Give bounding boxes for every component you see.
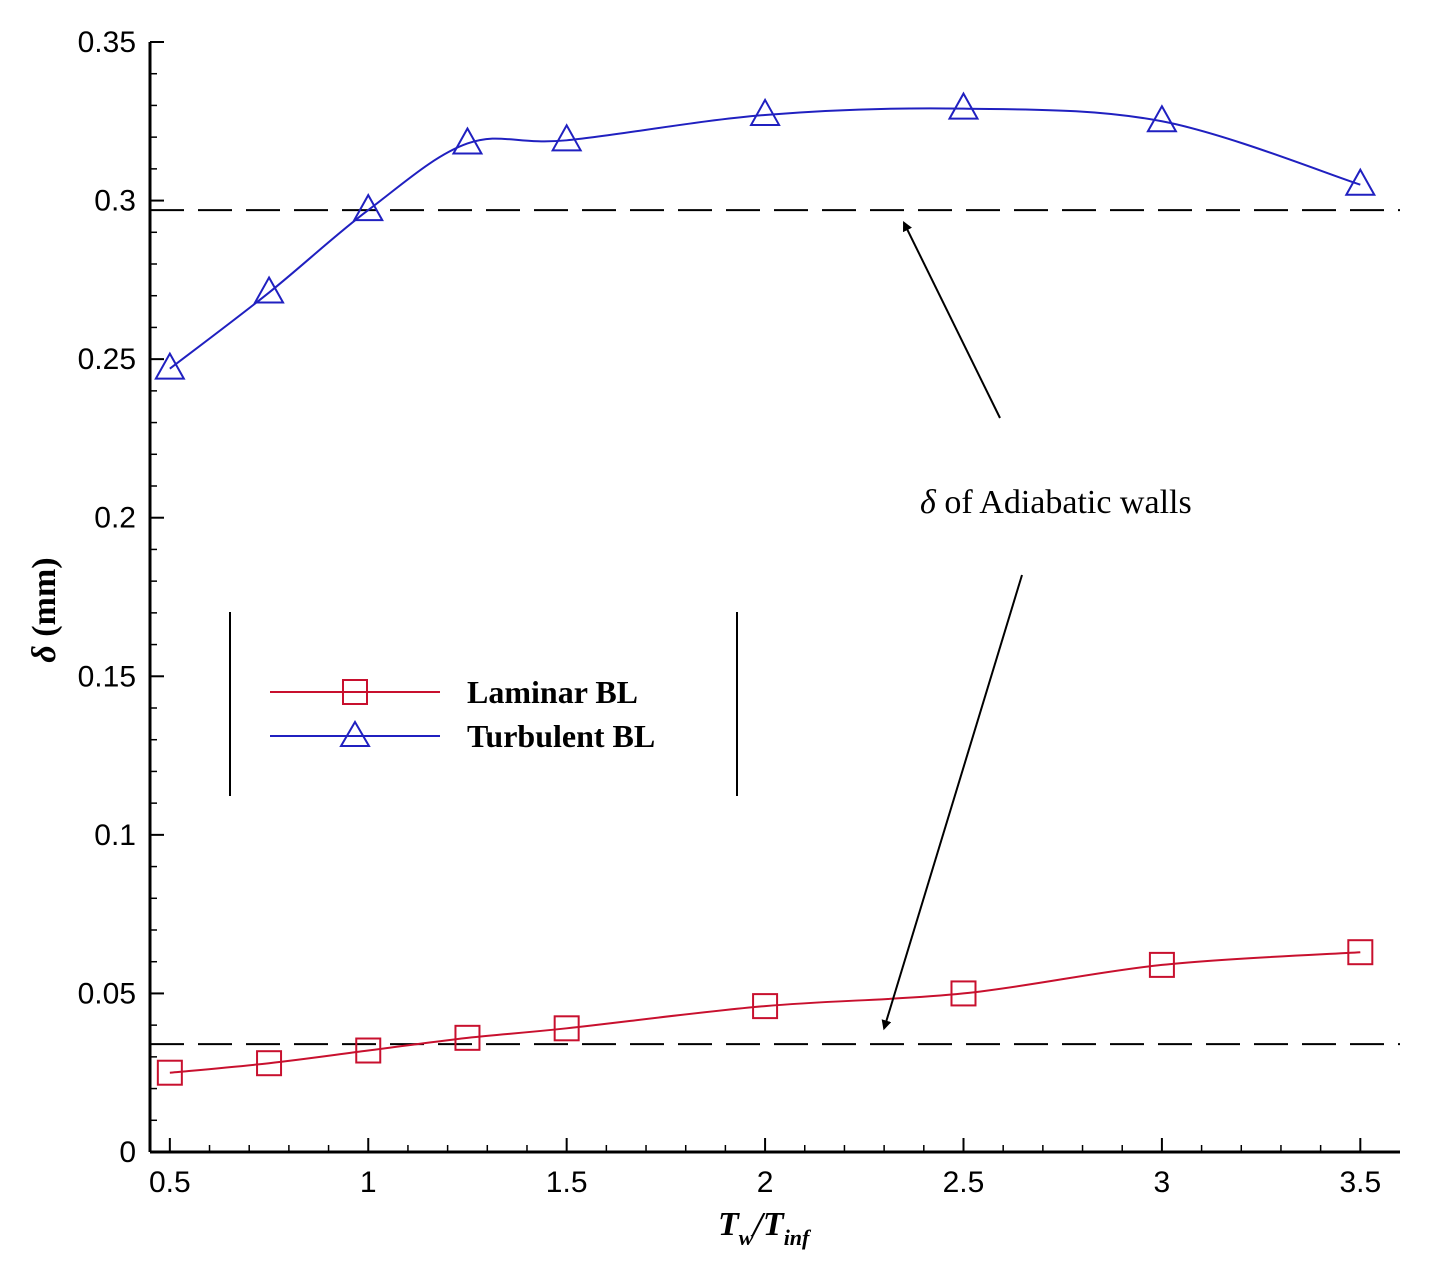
series-line-laminar-bl (169, 951, 1361, 1074)
y-tick-label: 0.1 (94, 819, 136, 852)
series-line-turbulent-bl (169, 107, 1361, 370)
x-tick-label: 3.5 (1339, 1166, 1381, 1199)
data-point-turbulent-bl (154, 351, 186, 380)
x-tick-label: 2.5 (943, 1166, 985, 1199)
legend-entry-turbulent: Turbulent BL (270, 718, 655, 754)
annotation-text: of Adiabatic walls (936, 484, 1192, 521)
data-point-turbulent-bl (749, 97, 781, 126)
annotation-arrow (881, 574, 1023, 1031)
annotation: δ of Adiabatic walls (881, 220, 1192, 1031)
axes: 0.5 1 1.5 2 2.5 3 3.5 0 0.05 0.1 0.15 0.2 0.25 0.3 0.3… (78, 26, 1400, 1199)
data-point-turbulent-bl (550, 123, 583, 152)
legend: Laminar BL Turbulent BL (229, 612, 738, 796)
x-tick-label: 1 (360, 1166, 377, 1199)
data-point-laminar-bl (950, 980, 977, 1007)
legend-label-turbulent: Turbulent BL (467, 718, 655, 754)
y-tick-label: 0.2 (94, 502, 136, 535)
y-tick-label: 0.3 (94, 185, 136, 218)
data-point-laminar-bl (256, 1050, 283, 1077)
legend-label-laminar: Laminar BL (467, 674, 638, 710)
legend-entry-laminar: Laminar BL (270, 674, 638, 710)
data-point-turbulent-bl (1344, 167, 1377, 196)
series-laminar-bl (156, 939, 1374, 1086)
annotation-symbol: δ (920, 484, 937, 521)
annotation-arrow (903, 220, 1001, 419)
data-point-laminar-bl (454, 1024, 481, 1051)
y-tick-label: 0 (119, 1136, 136, 1169)
data-point-laminar-bl (752, 993, 779, 1020)
data-point-laminar-bl (156, 1059, 183, 1086)
legend-marker-turbulent (339, 720, 371, 747)
adiabatic-reference-lines (150, 209, 1400, 1046)
x-axis-title: Tw/Tinf (718, 1206, 812, 1250)
data-point-laminar-bl (553, 1015, 580, 1042)
data-point-turbulent-bl (1146, 104, 1178, 133)
x-tick-label: 3 (1154, 1166, 1171, 1199)
y-tick-label: 0.05 (78, 977, 136, 1010)
data-point-turbulent-bl (352, 193, 384, 222)
data-point-laminar-bl (1148, 951, 1175, 978)
y-tick-label: 0.35 (78, 26, 136, 59)
data-point-turbulent-bl (253, 275, 285, 304)
x-tick-label: 0.5 (149, 1166, 191, 1199)
y-axis-title: δ (mm) (26, 557, 63, 662)
y-tick-label: 0.15 (78, 660, 136, 693)
data-point-laminar-bl (1347, 939, 1374, 966)
series-layer (154, 91, 1377, 1086)
x-tick-label: 1.5 (546, 1166, 588, 1199)
legend-marker-laminar (342, 679, 368, 705)
data-point-turbulent-bl (947, 91, 980, 120)
y-tick-label: 0.25 (78, 343, 136, 376)
data-point-turbulent-bl (451, 126, 484, 155)
annotation-label: δ of Adiabatic walls (920, 484, 1192, 521)
series-turbulent-bl (154, 91, 1377, 380)
data-point-laminar-bl (355, 1037, 382, 1064)
x-tick-label: 2 (757, 1166, 774, 1199)
